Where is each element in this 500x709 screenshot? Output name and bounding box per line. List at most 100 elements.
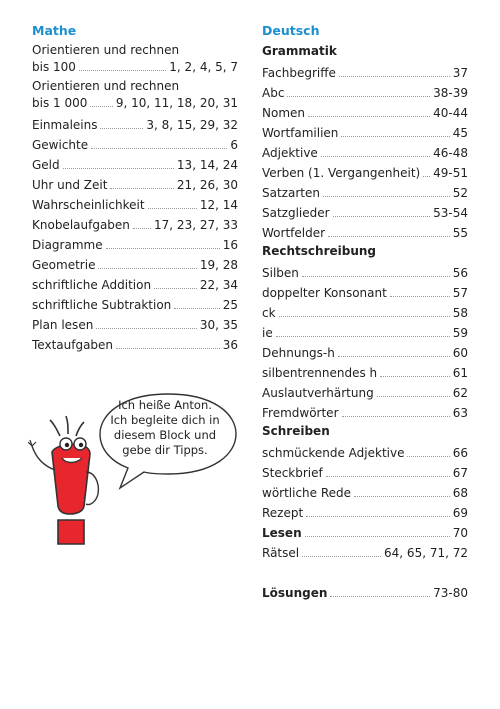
dot-leader	[389, 296, 450, 297]
toc-entry-label: ck	[262, 306, 276, 320]
dot-leader	[341, 136, 450, 137]
toc-entry: Rezept 69	[262, 501, 468, 521]
toc-entry: schriftliche Addition 22, 34	[32, 273, 238, 293]
toc-entry-pages: 25	[222, 298, 238, 312]
dot-leader	[332, 216, 431, 217]
toc-entry: Abc 38-39	[262, 81, 468, 101]
mathe-heading: Mathe	[32, 23, 77, 38]
dot-leader	[306, 516, 450, 517]
toc-entry-label: Satzglieder	[262, 206, 330, 220]
toc-entry: Wortfamilien 45	[262, 121, 468, 141]
toc-entry-label: Geometrie	[32, 258, 96, 272]
dot-leader	[287, 96, 431, 97]
toc-entry: Nomen 40-44	[262, 101, 468, 121]
toc-entry-label: Wortfelder	[262, 226, 326, 240]
toc-entry-label-cont: bis 1 000	[32, 96, 88, 110]
toc-entry-pages: 66	[452, 446, 468, 460]
toc-entry-label: Geld	[32, 158, 60, 172]
deutsch-heading: Deutsch	[262, 23, 320, 38]
toc-entry-label: Wahrscheinlichkeit	[32, 198, 145, 212]
toc-entry-pages: 30, 35	[199, 318, 238, 332]
toc-entry: ie 59	[262, 321, 468, 341]
speech-line: diesem Block und	[113, 428, 217, 442]
dot-leader	[380, 376, 450, 377]
speech-line: gebe dir Tipps.	[122, 443, 208, 457]
dot-leader	[337, 356, 450, 357]
dot-leader	[328, 236, 450, 237]
toc-entry-pages: 19, 28	[199, 258, 238, 272]
toc-entry: Textaufgaben 36	[32, 333, 238, 353]
toc-entry-pages: 45	[452, 126, 468, 140]
toc-entry: Einmaleins 3, 8, 15, 29, 32	[32, 113, 238, 133]
dot-leader	[147, 208, 197, 209]
toc-entry-label: Silben	[262, 266, 299, 280]
toc-entry-pages: 3, 8, 15, 29, 32	[146, 118, 238, 132]
dot-leader	[90, 106, 113, 107]
toc-entry: Fremdwörter 63	[262, 401, 468, 421]
toc-entry-pages: 52	[452, 186, 468, 200]
toc-entry-pages: 67	[452, 466, 468, 480]
mascot-arm-left	[31, 445, 56, 471]
toc-entry-pages: 56	[452, 266, 468, 280]
dot-leader	[78, 70, 167, 71]
toc-entry: Plan lesen 30, 35	[32, 313, 238, 333]
toc-entry-pages: 16	[222, 238, 238, 252]
mascot-dot	[57, 519, 85, 545]
toc-entry: ck 58	[262, 301, 468, 321]
toc-entry-label: Nomen	[262, 106, 305, 120]
toc-entry-label: Rezept	[262, 506, 304, 520]
dot-leader	[110, 188, 174, 189]
dot-leader	[325, 476, 450, 477]
rechtschreibung-subheading: Rechtschreibung	[262, 244, 377, 258]
toc-entry-label: Gewichte	[32, 138, 89, 152]
toc-entry: Orientieren und rechnen bis 1 000 9, 10,…	[32, 77, 238, 113]
mascot-arm-right	[85, 471, 100, 506]
toc-entry-pages: 63	[452, 406, 468, 420]
toc-entry-raetsel: Rätsel 64, 65, 71, 72	[262, 541, 468, 561]
toc-entry-pages: 49-51	[433, 166, 468, 180]
dot-leader	[376, 396, 450, 397]
dot-leader	[304, 536, 450, 537]
dot-leader	[278, 316, 450, 317]
dot-leader	[301, 276, 450, 277]
toc-entry-pages: 17, 23, 27, 33	[154, 218, 238, 232]
dot-leader	[174, 308, 220, 309]
toc-entry-label: doppelter Konsonant	[262, 286, 387, 300]
speech-line: Ich heiße Anton.	[118, 398, 212, 412]
mathe-section: Mathe Orientieren und rechnen bis 100 1,…	[32, 21, 238, 353]
dot-leader	[98, 268, 197, 269]
toc-entry-label: ie	[262, 326, 273, 340]
toc-entry: schriftliche Subtraktion 25	[32, 293, 238, 313]
toc-entry-label: schmückende Adjektive	[262, 446, 405, 460]
toc-entry-pages: 46-48	[433, 146, 468, 160]
toc-entry-label: Dehnungs-h	[262, 346, 335, 360]
toc-entry-label: Knobelaufgaben	[32, 218, 130, 232]
dot-leader	[96, 328, 197, 329]
toc-entry: schmückende Adjektive 66	[262, 441, 468, 461]
toc-entry-label: Diagramme	[32, 238, 103, 252]
toc-entry-label: Plan lesen	[32, 318, 94, 332]
toc-entry-label: Adjektive	[262, 146, 318, 160]
toc-entry: Orientieren und rechnen bis 100 1, 2, 4,…	[32, 41, 238, 77]
toc-entry: Dehnungs-h 60	[262, 341, 468, 361]
toc-entry: Geld 13, 14, 24	[32, 153, 238, 173]
mascot-illustration	[28, 393, 237, 545]
toc-entry: Fachbegriffe 37	[262, 61, 468, 81]
toc-entry: Auslautverhärtung 62	[262, 381, 468, 401]
dot-leader	[320, 156, 431, 157]
dot-leader	[154, 288, 197, 289]
toc-entry: Knobelaufgaben 17, 23, 27, 33	[32, 213, 238, 233]
dot-leader	[407, 456, 450, 457]
toc-entry-pages: 21, 26, 30	[176, 178, 238, 192]
toc-entry-label: Rätsel	[262, 546, 300, 560]
toc-entry-label: wörtliche Rede	[262, 486, 352, 500]
dot-leader	[423, 176, 431, 177]
dot-leader	[302, 556, 382, 557]
toc-entry: Silben 56	[262, 261, 468, 281]
dot-leader	[354, 496, 450, 497]
mascot-hair	[49, 415, 85, 437]
toc-entry-pages: 1, 2, 4, 5, 7	[169, 60, 238, 74]
schreiben-subheading: Schreiben	[262, 424, 330, 438]
toc-entry-pages: 70	[452, 526, 468, 540]
toc-entry: Diagramme 16	[32, 233, 238, 253]
